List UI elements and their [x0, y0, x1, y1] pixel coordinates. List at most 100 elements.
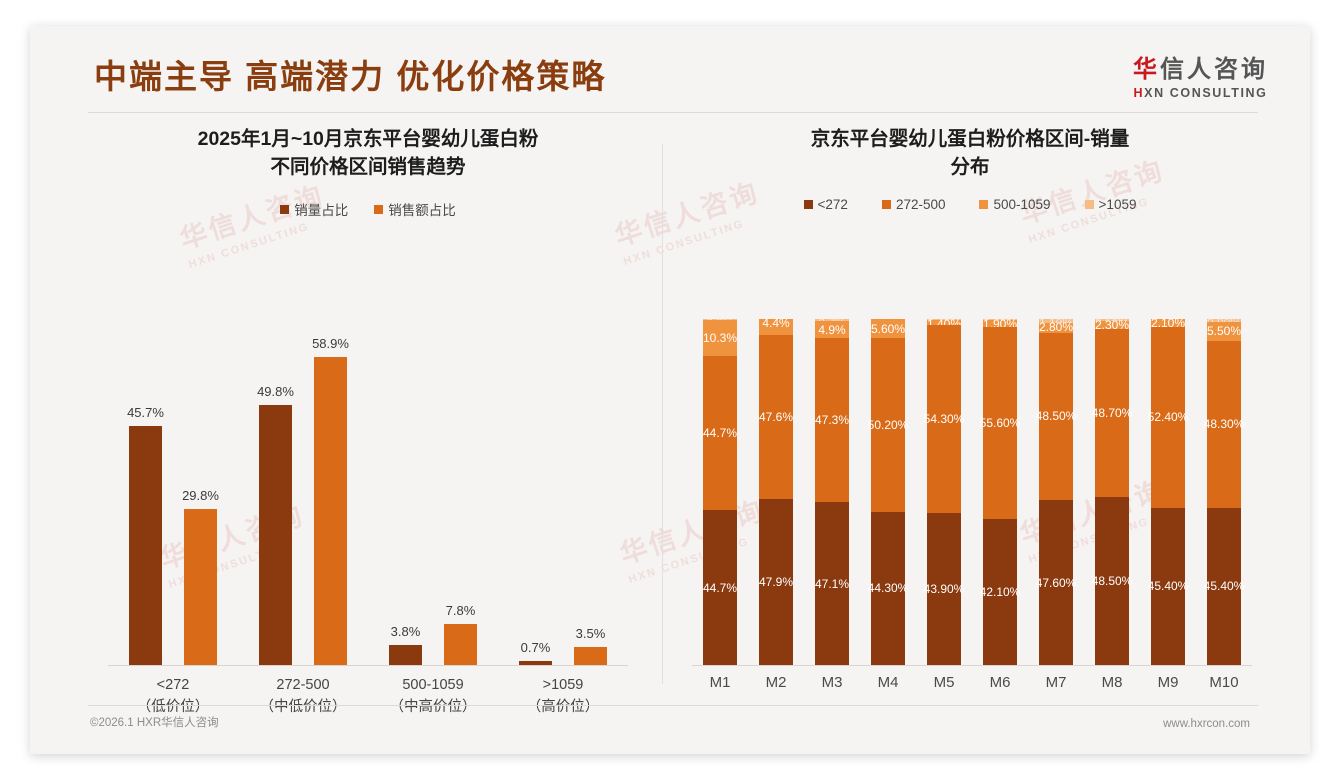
left-chart-panel: 2025年1月~10月京东平台婴幼儿蛋白粉 不同价格区间销售趋势 销量占比 销售额…: [78, 126, 658, 715]
x-axis-category-main: 500-1059: [402, 677, 464, 693]
x-axis-category-main: >1059: [542, 677, 584, 693]
x-axis-month-label: M9: [1157, 674, 1179, 691]
stack-segment: 2.10%: [1151, 316, 1185, 330]
legend-swatch-icon: [374, 204, 384, 214]
x-axis-category-sub: （低价位）: [136, 698, 210, 715]
stack-segment-value-label: 48.50%: [1035, 409, 1077, 424]
x-axis-category-sub: （高价位）: [526, 698, 600, 715]
stacked-bar-column[interactable]: 0.1%4.4%47.6%47.9%M2: [758, 316, 794, 691]
left-chart-plot-area: 45.7% 29.8% <272 （低价位） 49.8% 58.9% 272-500 （中低价…: [108, 296, 628, 715]
legend-label: <272: [817, 197, 848, 213]
bar-column[interactable]: 45.7%: [127, 325, 164, 665]
logo-en-red: H: [1133, 86, 1145, 100]
stack-segment: 48.50%: [1036, 332, 1076, 501]
stack-segment-value-label: 44.7%: [702, 580, 738, 595]
stacked-bar-column[interactable]: 0.10%2.10%52.40%45.40%M9: [1148, 316, 1189, 691]
right-chart-legend-item[interactable]: 272-500: [881, 197, 945, 212]
bar-column[interactable]: 7.8%: [444, 325, 477, 665]
left-chart-legend-item[interactable]: 销售额占比: [374, 199, 456, 219]
stacked-bar-column[interactable]: 0.7%4.9%47.3%47.1%M3: [814, 316, 850, 691]
stack-segment: 48.50%: [1092, 497, 1132, 665]
left-chart-x-axis: [108, 665, 628, 666]
stacked-bar-column[interactable]: 1.10%2.80%48.50%47.60%M7: [1036, 316, 1077, 691]
stack-segment: 42.10%: [980, 519, 1020, 665]
right-chart-plot-area: 0.3%10.3%44.7%44.7%M10.1%4.4%47.6%47.9%M…: [692, 248, 1252, 691]
stack-segment-value-label: 48.50%: [1091, 574, 1133, 589]
stack-segment: 47.6%: [758, 334, 794, 500]
stack-segment: 50.20%: [868, 338, 908, 512]
stack-segment: 48.30%: [1204, 340, 1244, 508]
left-chart-title-line2: 不同价格区间销售趋势: [270, 155, 466, 178]
bar-group: 3.8% 7.8% 500-1059 （中高价位）: [373, 325, 493, 715]
bar-column[interactable]: 0.7%: [519, 325, 552, 665]
right-chart-legend-item[interactable]: <272: [803, 197, 848, 213]
x-axis-category-sub: （中低价位）: [259, 698, 347, 715]
bar: [259, 404, 292, 665]
stack-segment: 4.9%: [815, 321, 849, 339]
right-chart-legend-item[interactable]: 500-1059: [979, 197, 1051, 213]
left-chart-legend: 销量占比 销售额占比: [78, 199, 658, 219]
stack-segment: 47.3%: [814, 338, 850, 503]
right-chart-title-line2: 分布: [950, 155, 990, 178]
bar-column[interactable]: 49.8%: [257, 325, 294, 665]
x-axis-month-label: M3: [821, 674, 843, 691]
stacked-bar-column[interactable]: 0.3%10.3%44.7%44.7%M1: [702, 316, 738, 691]
stack-segment-value-label: 47.3%: [814, 413, 850, 428]
stack-segment-value-label: 48.30%: [1203, 417, 1245, 432]
x-axis-category-label: 500-1059 （中高价位）: [358, 675, 508, 719]
bar-value-label: 58.9%: [312, 335, 349, 351]
x-axis-category-main: 272-500: [276, 677, 330, 693]
logo-english-name: HXN CONSULTING: [1133, 86, 1268, 100]
stack-segment-value-label: 47.9%: [758, 575, 794, 590]
stacked-bar-column[interactable]: 0.0%5.60%50.20%44.30%M4: [868, 316, 909, 691]
right-chart-legend-item[interactable]: >1059: [1084, 197, 1137, 213]
bar-value-label: 0.7%: [520, 640, 551, 656]
bar-value-label: 3.8%: [390, 624, 421, 640]
stack-segment-value-label: 4.9%: [818, 322, 846, 337]
left-chart-legend-item[interactable]: 销量占比: [280, 199, 348, 219]
stack-segment: 45.40%: [1204, 507, 1244, 665]
x-axis-month-label: M1: [709, 674, 731, 691]
stack-segment-value-label: 10.3%: [702, 330, 738, 345]
stack-segment-value-label: 44.7%: [702, 426, 738, 441]
legend-label: >1059: [1098, 197, 1137, 213]
stack-segment: 4.4%: [759, 316, 793, 335]
slide-canvas: 华信人咨询 HXN CONSULTING 华信人咨询 HXN CONSULTING …: [30, 26, 1310, 754]
stacked-bar-column[interactable]: 0.40%1.90%55.60%42.10%M6: [980, 316, 1021, 691]
x-axis-month-label: M7: [1045, 674, 1067, 691]
stack-segment-value-label: 42.10%: [979, 585, 1021, 600]
stack-segment-value-label: 52.40%: [1147, 410, 1189, 425]
x-axis-month-label: M4: [877, 674, 899, 691]
bar: [314, 356, 347, 665]
bar-value-label: 49.8%: [257, 383, 294, 399]
x-axis-category-label: >1059 （高价位）: [488, 675, 638, 719]
stack-segment: 52.40%: [1148, 326, 1188, 508]
left-chart-title-line1: 2025年1月~10月京东平台婴幼儿蛋白粉: [197, 128, 539, 150]
x-axis-month-label: M8: [1101, 674, 1123, 691]
left-chart-title: 2025年1月~10月京东平台婴幼儿蛋白粉 不同价格区间销售趋势: [78, 126, 658, 181]
stack-segment-value-label: 47.6%: [758, 409, 794, 424]
slide-header: 中端主导 高端潜力 优化价格策略 华信人咨询 HXN CONSULTING: [30, 26, 1310, 114]
stack-segment-value-label: 47.60%: [1035, 575, 1077, 590]
legend-swatch-icon: [881, 200, 891, 210]
bar-column[interactable]: 58.9%: [312, 325, 349, 665]
stack-segment-value-label: 45.40%: [1203, 579, 1245, 594]
x-axis-category-sub: （中高价位）: [389, 698, 477, 715]
footer-copyright: ©2026.1 HXR华信人咨询: [90, 717, 219, 729]
stacked-bar-column[interactable]: 0.40%1.40%54.30%43.90%M5: [924, 316, 965, 691]
stacked-bar-column[interactable]: 0.50%2.30%48.70%48.50%M8: [1092, 316, 1133, 691]
stack-segment: 2.30%: [1095, 318, 1129, 332]
x-axis-category-main: <272: [156, 677, 190, 693]
legend-swatch-icon: [803, 200, 813, 210]
bar-column[interactable]: 29.8%: [182, 325, 219, 665]
right-chart-x-axis: [692, 665, 1252, 666]
stacked-bar-column[interactable]: 0.80%5.50%48.30%45.40%M10: [1204, 316, 1245, 691]
stack-segment: 44.7%: [702, 355, 738, 511]
stack-segment-value-label: 43.90%: [923, 582, 965, 597]
stack-segment-value-label: 45.40%: [1147, 579, 1189, 594]
stack-segment: 48.70%: [1092, 328, 1132, 498]
bar-column[interactable]: 3.8%: [389, 325, 422, 665]
legend-label: 500-1059: [993, 197, 1051, 213]
stack-segment: 47.1%: [815, 502, 849, 665]
bar-column[interactable]: 3.5%: [574, 325, 607, 665]
